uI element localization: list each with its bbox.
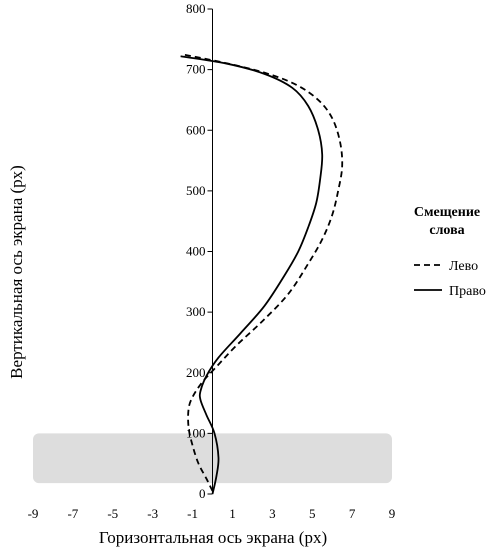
y-tick-label: 0 — [199, 486, 206, 501]
y-axis-title: Вертикальная ось экрана (px) — [7, 165, 26, 379]
legend-title-line2: слова — [429, 223, 464, 238]
x-tick-label: -7 — [67, 506, 78, 521]
legend-label-left: Лево — [449, 259, 478, 274]
x-tick-label: 9 — [389, 506, 396, 521]
series-line-left — [182, 53, 344, 492]
y-tick-label: 500 — [186, 183, 206, 198]
y-tick-label: 800 — [186, 1, 206, 16]
legend: Смещение слова Лево Право — [414, 205, 486, 299]
y-tick-label: 400 — [186, 244, 206, 259]
x-tick-label: 5 — [309, 506, 316, 521]
x-tick-label: -9 — [28, 506, 39, 521]
y-tick-label: 700 — [186, 62, 206, 77]
x-tick-label: -1 — [187, 506, 198, 521]
x-tick-label: -3 — [147, 506, 158, 521]
legend-label-right: Право — [449, 284, 486, 299]
legend-title-line1: Смещение — [414, 205, 480, 220]
series-line-right — [180, 55, 324, 495]
y-tick-label: 600 — [186, 122, 206, 137]
y-tick-label: 300 — [186, 304, 206, 319]
x-tick-label: -5 — [107, 506, 118, 521]
y-tick-label: 200 — [186, 365, 206, 380]
x-tick-label: 3 — [269, 506, 276, 521]
x-tick-label: 1 — [229, 506, 236, 521]
x-axis-title: Горизонтальная ось экрана (px) — [99, 528, 327, 547]
x-tick-label: 7 — [349, 506, 356, 521]
y-tick-label: 100 — [186, 425, 206, 440]
